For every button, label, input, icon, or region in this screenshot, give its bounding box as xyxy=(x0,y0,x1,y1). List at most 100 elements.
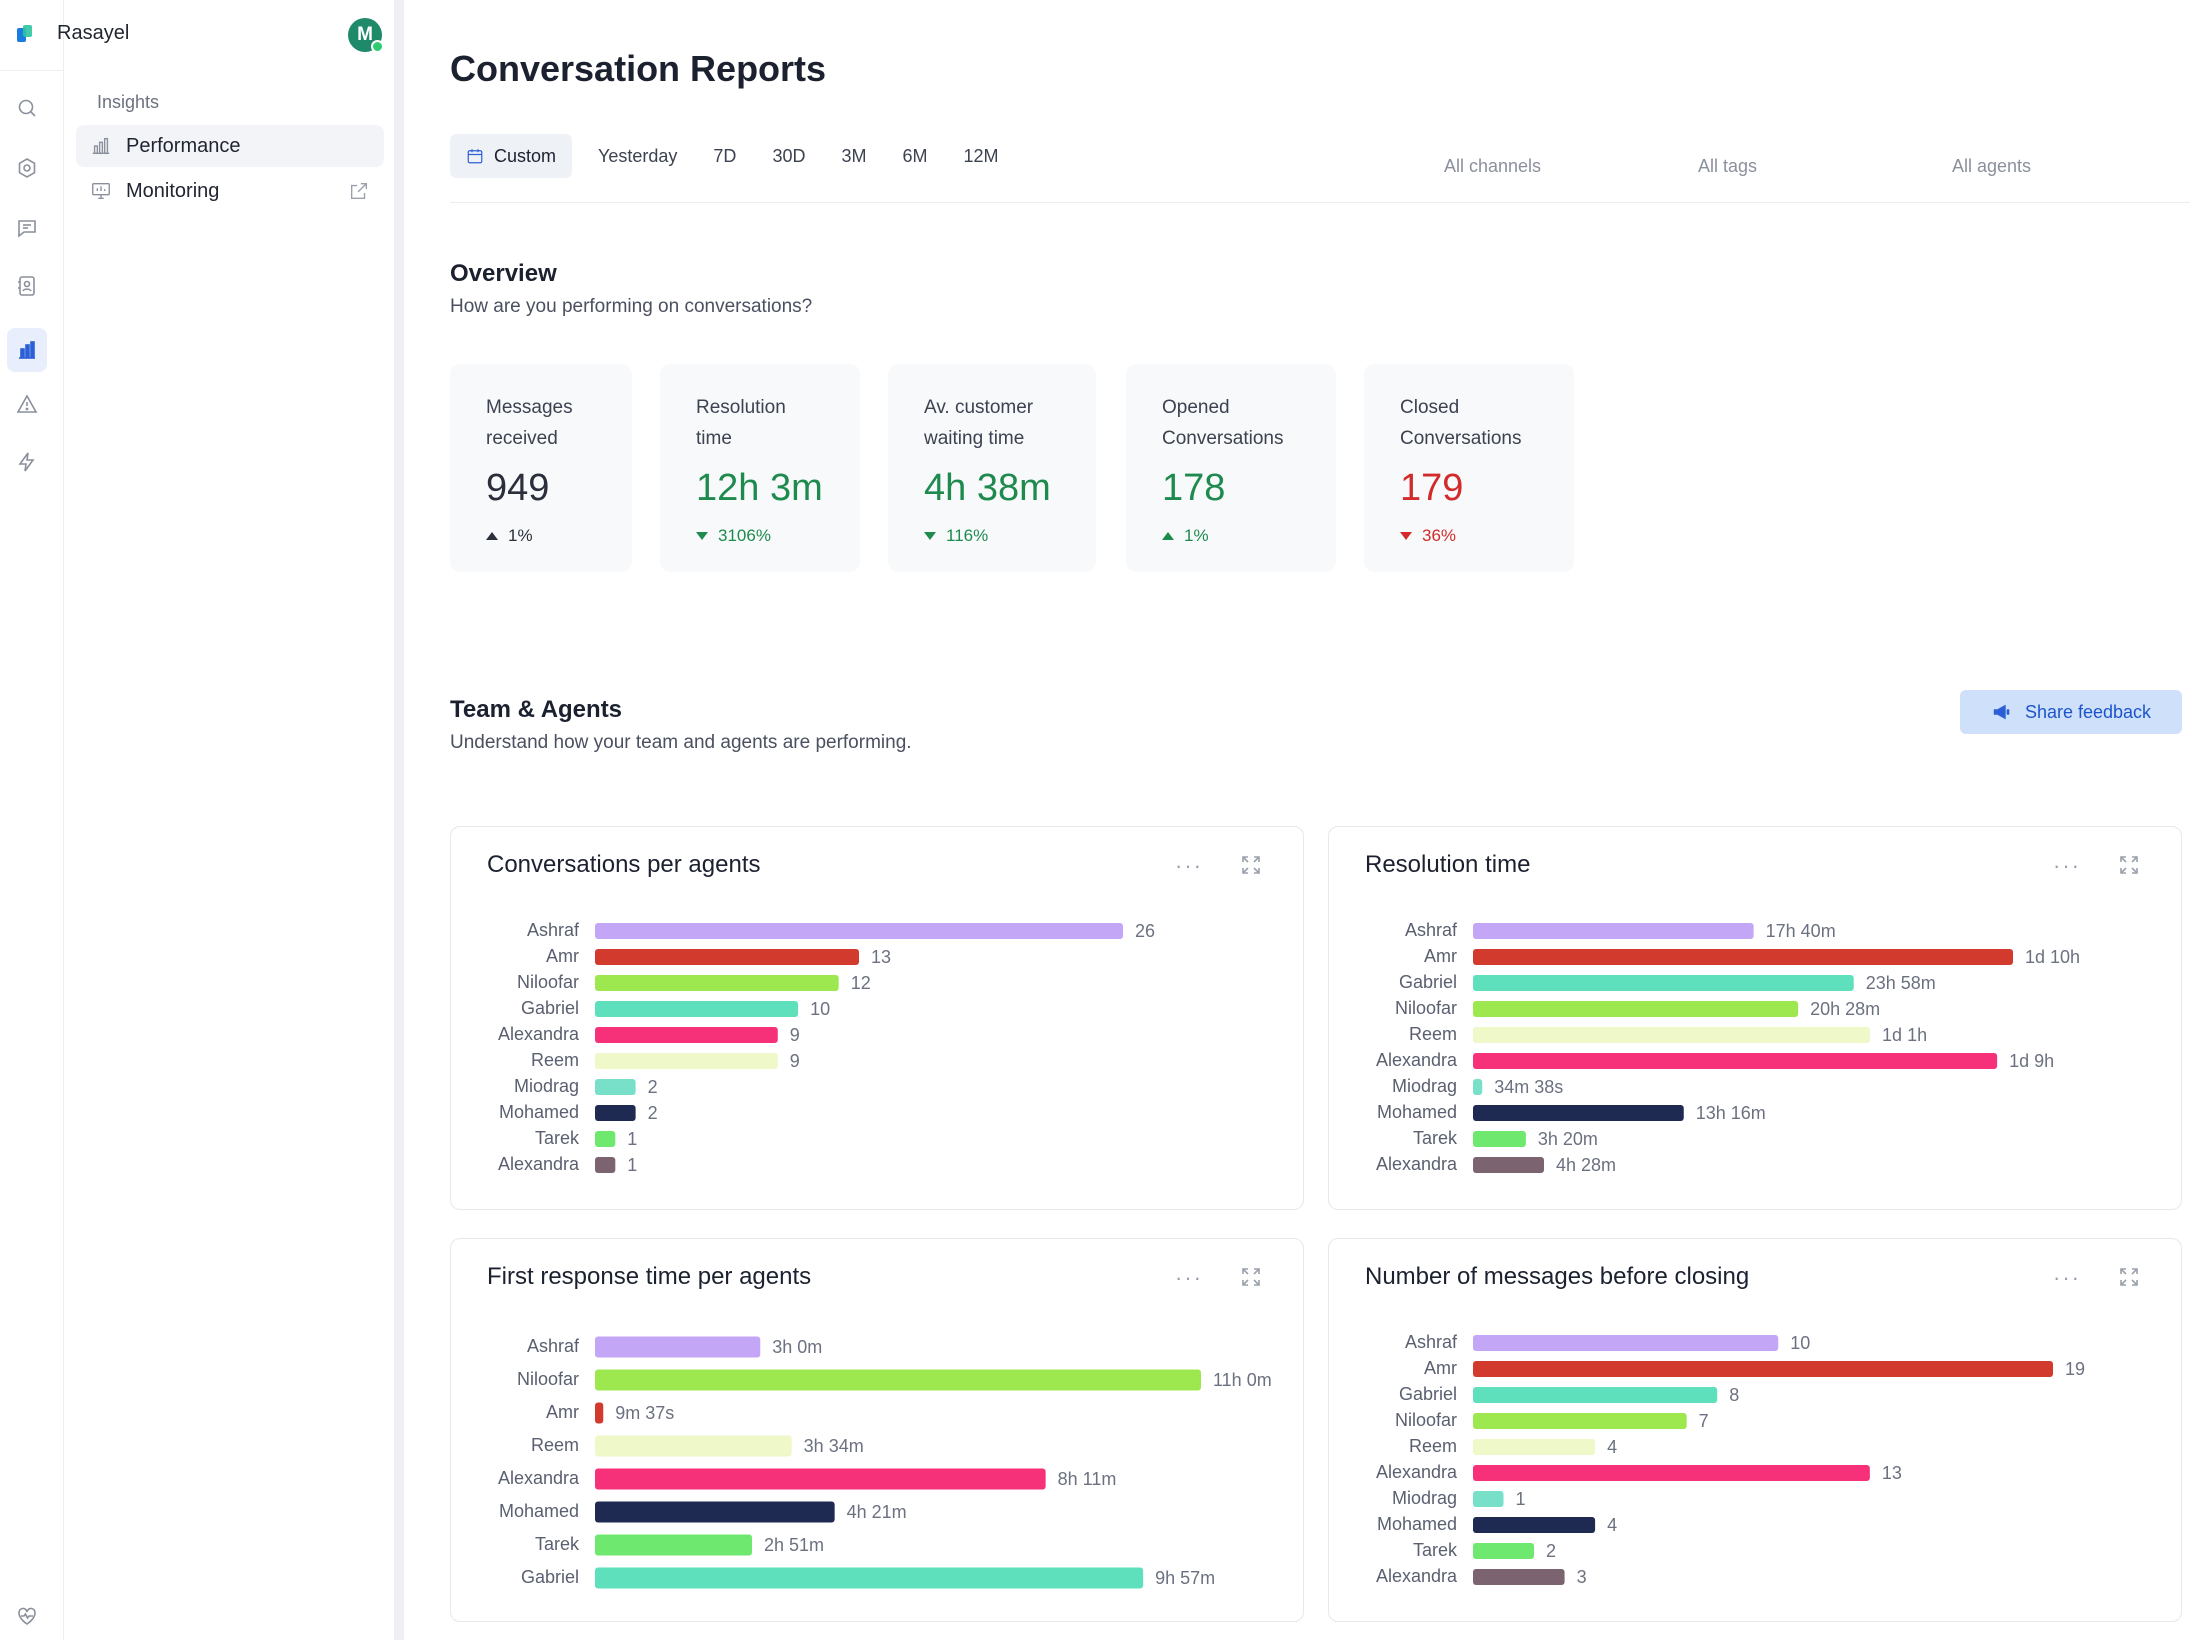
bar[interactable] xyxy=(1473,1335,1779,1351)
bar[interactable] xyxy=(595,1336,761,1358)
expand-icon[interactable] xyxy=(2117,853,2141,877)
tab-3m[interactable]: 3M xyxy=(841,145,867,166)
kpi-change: 3106% xyxy=(696,526,824,546)
bar[interactable] xyxy=(1473,1131,1526,1147)
bar[interactable] xyxy=(1473,1157,1544,1173)
bar[interactable] xyxy=(1473,1543,1535,1559)
bar[interactable] xyxy=(1473,1053,1998,1069)
avatar[interactable]: M xyxy=(348,18,384,53)
bar[interactable] xyxy=(1473,975,1854,991)
expand-icon[interactable] xyxy=(1239,853,1263,877)
settings-hexagon-icon[interactable] xyxy=(11,152,43,184)
megaphone-icon xyxy=(1993,704,2010,720)
kpi-value: 12h 3m xyxy=(696,467,823,509)
bar[interactable] xyxy=(1473,1027,1871,1043)
first-response-time-chart: Ashraf 3h 0m Niloofar 11h 0m Amr 9m 37s Reem 3h… xyxy=(498,1336,1272,1589)
bar[interactable] xyxy=(595,1027,778,1043)
bar[interactable] xyxy=(595,1131,616,1147)
value-label: 19 xyxy=(2065,1359,2085,1379)
tags-filter[interactable]: All tags xyxy=(1698,156,1758,176)
channels-filter[interactable]: All channels xyxy=(1444,156,1542,176)
bar[interactable] xyxy=(1473,1001,1799,1017)
agents-filter[interactable]: All agents xyxy=(1952,156,2032,176)
icon-rail xyxy=(0,0,64,1640)
kpi-value: 179 xyxy=(1400,467,1464,509)
alert-triangle-icon[interactable] xyxy=(11,388,43,420)
category-label: Niloofar xyxy=(1395,998,1457,1018)
bar[interactable] xyxy=(595,1001,799,1017)
bar[interactable] xyxy=(1473,1517,1596,1533)
bar[interactable] xyxy=(595,1501,835,1523)
bar[interactable] xyxy=(1473,1361,2053,1377)
kpi-value: 949 xyxy=(486,467,550,509)
kpi-customer-waiting-time: Av. customer waiting time 4h 38m 116% xyxy=(888,364,1096,572)
value-label: 9h 57m xyxy=(1155,1568,1215,1588)
insights-sidebar: Insights Performance Monitoring xyxy=(64,70,394,1640)
bar[interactable] xyxy=(1473,1491,1504,1507)
app-name: Rasayel xyxy=(57,22,130,44)
sidebar-resize-handle[interactable] xyxy=(394,0,404,1640)
tab-yesterday[interactable]: Yesterday xyxy=(598,145,678,166)
more-options-icon[interactable]: ··· xyxy=(1175,1265,1203,1290)
bar[interactable] xyxy=(595,975,839,991)
more-options-icon[interactable]: ··· xyxy=(2053,1265,2081,1290)
bar[interactable] xyxy=(595,1402,604,1424)
bar[interactable] xyxy=(1473,1569,1565,1585)
bar[interactable] xyxy=(595,1079,636,1095)
bar[interactable] xyxy=(1473,1079,1483,1095)
category-label: Alexandra xyxy=(1376,1050,1458,1070)
bar[interactable] xyxy=(595,1534,753,1556)
bar[interactable] xyxy=(595,1157,616,1173)
bar[interactable] xyxy=(1473,1105,1684,1121)
bar[interactable] xyxy=(1473,949,2013,965)
bar[interactable] xyxy=(595,1105,636,1121)
category-label: Tarek xyxy=(535,1128,580,1148)
bar[interactable] xyxy=(595,1369,1201,1391)
category-label: Gabriel xyxy=(521,998,579,1018)
value-label: 7 xyxy=(1699,1411,1709,1431)
bar[interactable] xyxy=(595,1053,778,1069)
category-label: Ashraf xyxy=(527,1336,580,1356)
bar[interactable] xyxy=(1473,1387,1718,1403)
value-label: 1d 10h xyxy=(2025,947,2080,967)
chat-icon[interactable] xyxy=(11,212,43,244)
resolution-time-chart: Ashraf 17h 40m Amr 1d 10h Gabriel 23h 58m Nilo… xyxy=(1376,920,2080,1175)
bar[interactable] xyxy=(595,923,1123,939)
value-label: 13h 16m xyxy=(1696,1103,1766,1123)
bar[interactable] xyxy=(595,1468,1046,1490)
value-label: 3 xyxy=(1577,1567,1587,1587)
date-range-tabs: Custom Yesterday 7D 30D 3M 6M 12M xyxy=(450,134,1017,178)
tab-12m[interactable]: 12M xyxy=(963,145,999,166)
bar[interactable] xyxy=(595,949,859,965)
bar[interactable] xyxy=(595,1435,792,1457)
bar[interactable] xyxy=(1473,923,1754,939)
tab-custom[interactable]: Custom xyxy=(450,134,573,178)
lightning-icon[interactable] xyxy=(11,446,43,478)
contacts-icon[interactable] xyxy=(11,270,43,302)
heart-pulse-icon[interactable] xyxy=(11,1600,43,1632)
page-title: Conversation Reports xyxy=(450,48,827,89)
expand-icon[interactable] xyxy=(2117,1265,2141,1289)
tab-30d[interactable]: 30D xyxy=(772,145,806,166)
bar-chart-icon[interactable] xyxy=(7,328,47,372)
more-options-icon[interactable]: ··· xyxy=(2053,853,2081,878)
share-feedback-button[interactable]: Share feedback xyxy=(1960,690,2182,734)
bar[interactable] xyxy=(595,1567,1144,1589)
expand-icon[interactable] xyxy=(1239,1265,1263,1289)
external-link-icon[interactable] xyxy=(348,180,370,202)
value-label: 3h 34m xyxy=(804,1436,864,1456)
tab-7d[interactable]: 7D xyxy=(713,145,737,166)
avatar-initial: M xyxy=(357,24,373,45)
rasayel-logo-icon xyxy=(17,25,32,42)
more-options-icon[interactable]: ··· xyxy=(1175,853,1203,878)
bar[interactable] xyxy=(1473,1413,1687,1429)
bar[interactable] xyxy=(1473,1439,1596,1455)
value-label: 17h 40m xyxy=(1766,921,1836,941)
tab-6m[interactable]: 6M xyxy=(902,145,928,166)
tab-label: Custom xyxy=(494,145,557,166)
sidebar-item-monitoring[interactable]: Monitoring xyxy=(76,170,384,212)
search-icon[interactable] xyxy=(11,92,43,124)
category-label: Reem xyxy=(1409,1024,1457,1044)
sidebar-item-performance[interactable]: Performance xyxy=(76,125,384,167)
bar[interactable] xyxy=(1473,1465,1870,1481)
